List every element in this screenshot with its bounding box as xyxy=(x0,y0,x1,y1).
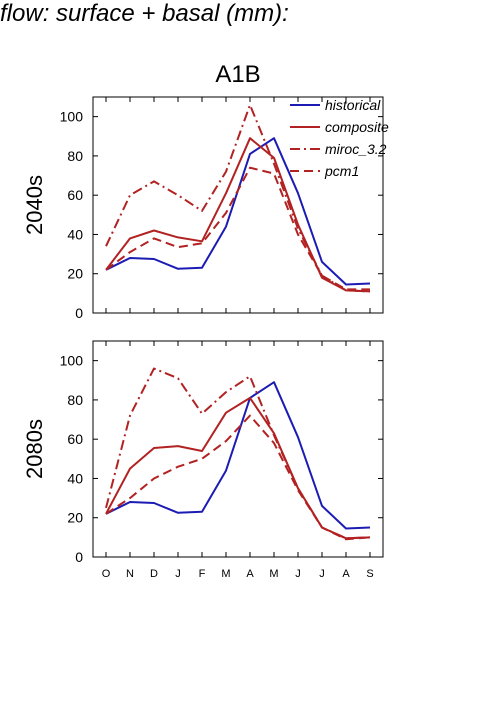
x-tick-label: M xyxy=(221,568,230,580)
plot-frame xyxy=(92,96,384,314)
chart-panel-2080s: 0 20 40 60 80 100 O N D J F M A M J J A S 2080s xyxy=(22,340,384,580)
y-tick-label: 40 xyxy=(67,226,83,242)
x-tick-label: J xyxy=(175,568,181,580)
plot-frame xyxy=(92,340,384,558)
y-tick-label: 100 xyxy=(60,353,84,369)
scenario-title: A1B xyxy=(215,61,260,88)
y-tick-label: 20 xyxy=(67,266,83,282)
legend-label: pcm1 xyxy=(324,163,359,179)
x-tick-label: S xyxy=(366,568,373,580)
x-tick-label: N xyxy=(126,568,134,580)
legend-label: miroc_3.2 xyxy=(325,141,387,157)
figure-title: d flow: surface + basal (mm): xyxy=(0,0,289,27)
y-tick-label: 80 xyxy=(67,148,83,164)
y-tick-label: 60 xyxy=(67,187,83,203)
chart-panel-2040s: 0 20 40 60 80 100 2040s historical composite miro… xyxy=(22,96,389,321)
x-tick-label: J xyxy=(319,568,325,580)
series-line-pcm1 xyxy=(105,166,370,291)
y-tick-label: 40 xyxy=(67,470,83,486)
y-tick-label: 0 xyxy=(75,549,83,565)
series-line-composite xyxy=(105,137,371,293)
series-line-miroc-3-2 xyxy=(105,367,371,540)
x-tick-label: A xyxy=(342,568,350,580)
y-tick-label: 0 xyxy=(75,305,83,321)
series-line-composite xyxy=(105,396,371,540)
y-tick-label: 20 xyxy=(67,510,83,526)
panel-label: 2080s xyxy=(22,419,47,479)
y-tick-label: 60 xyxy=(67,431,83,447)
legend-label: historical xyxy=(325,97,381,113)
series-line-historical xyxy=(105,137,371,286)
y-tick-label: 80 xyxy=(67,392,83,408)
x-tick-label: O xyxy=(102,568,111,580)
x-tick-label: A xyxy=(246,568,254,580)
panel-label: 2040s xyxy=(22,175,47,235)
series-line-historical xyxy=(105,381,371,530)
legend: historical composite miroc_3.2 pcm1 xyxy=(290,97,389,179)
x-tick-label: M xyxy=(269,568,278,580)
y-tick-label: 100 xyxy=(60,109,84,125)
x-tick-label: F xyxy=(199,568,206,580)
series-line-pcm1 xyxy=(105,414,371,541)
x-tick-label: D xyxy=(150,568,158,580)
legend-label: composite xyxy=(325,119,389,135)
x-tick-label: J xyxy=(295,568,301,580)
